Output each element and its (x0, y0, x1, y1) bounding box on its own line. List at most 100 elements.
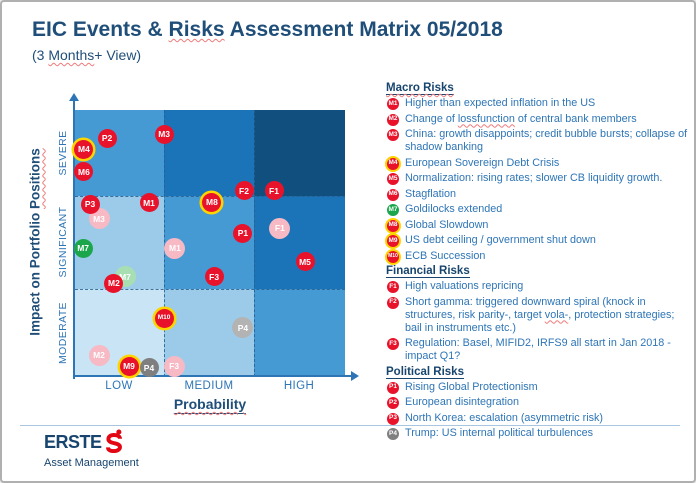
legend-item-m1: M1 Higher than expected inflation in the … (386, 97, 689, 110)
risk-marker-p4-previous: P4 (232, 317, 254, 339)
legend-item-p3: P3 North Korea: escalation (asymmetric ri… (386, 412, 689, 425)
risk-badge-icon: F2 (387, 296, 399, 309)
subtitle-text: (3 (32, 47, 49, 63)
legend-item-m10: M10 ECB Succession (386, 250, 689, 263)
y-tick-significant: SIGNIFICANT (57, 206, 69, 278)
legend-section-title: Political Risks (386, 365, 464, 379)
risk-marker-m6: M6 (74, 162, 94, 182)
y-tick-moderate: MODERATE (57, 302, 69, 364)
risk-badge-icon: P1 (387, 381, 399, 394)
erste-s-icon (105, 429, 123, 458)
legend-item-m4: M4 European Sovereign Debt Crisis (386, 157, 689, 170)
title-text: Assessment Matrix 05/2018 (224, 18, 503, 41)
legend-item-m7: M7 Goldilocks extended (386, 203, 689, 216)
legend-section-title: Macro Risks (386, 82, 454, 95)
risk-marker-p1: P1 (233, 223, 253, 243)
grid-line-vertical (163, 110, 165, 377)
risk-marker-f3-previous: F3 (163, 355, 185, 377)
x-tick-medium: MEDIUM (184, 380, 234, 392)
brand-subtitle: Asset Management (44, 457, 139, 469)
risk-badge-icon: M8 (387, 219, 399, 232)
legend-item-text: Change of lossfunction of central bank m… (405, 112, 637, 125)
risk-marker-m1-previous: M1 (164, 237, 186, 259)
legend-item-m6: M6 Stagflation (386, 188, 689, 201)
legend-item-text: US debt ceiling / government shut down (405, 234, 596, 246)
legend-item-text: Higher than expected inflation in the US (405, 97, 596, 109)
risk-badge-icon: M9 (387, 235, 399, 247)
x-tick-high: HIGH (283, 380, 315, 392)
grid-line-vertical (253, 110, 255, 377)
risk-marker-m9: M9 (119, 356, 139, 376)
legend-item-text: Short gamma: triggered downward spiral (… (405, 295, 675, 334)
x-tick-low: LOW (105, 380, 133, 392)
brand-name: ERSTE (44, 432, 102, 452)
legend-item-p4: P4 Trump: US internal political turbulenc… (386, 427, 689, 440)
x-axis-title-text: Probability (173, 396, 247, 414)
risk-marker-f1: F1 (264, 181, 284, 201)
title-text: EIC Events & (32, 18, 169, 41)
legend-item-text: North Korea: escalation (asymmetric risk… (405, 411, 603, 424)
risk-badge-icon: F1 (387, 281, 399, 293)
y-axis-title: Impact on Portfolio Positions (28, 148, 43, 336)
subtitle-text: + View) (94, 47, 142, 63)
risk-badge-icon: M3 (387, 129, 399, 141)
risk-marker-f3: F3 (204, 267, 224, 287)
risk-legend: Macro Risks M1 Higher than expected inflat… (386, 81, 689, 443)
legend-item-p1: P1 Rising Global Protectionism (386, 381, 689, 394)
legend-item-f3: F3 Regulation: Basel, MIFID2, IRFS9 all s… (386, 337, 689, 363)
page-title: EIC Events & Risks Assessment Matrix 05/… (32, 18, 503, 42)
risk-marker-p3: P3 (80, 194, 100, 214)
risk-badge-icon: M4 (387, 157, 399, 170)
legend-item-text: China: growth disappoints; credit bubble… (405, 128, 688, 153)
grid-line-horizontal (75, 288, 345, 290)
risk-marker-m10: M10 (154, 308, 174, 328)
risk-marker-f2: F2 (234, 181, 254, 201)
risk-badge-icon: P3 (387, 412, 399, 425)
legend-item-text: Rising Global Protectionism (405, 380, 538, 393)
erste-logo: ERSTE Asset Management (44, 429, 139, 469)
title-text-squiggled: Risks (168, 18, 225, 41)
y-axis-arrow-icon (69, 93, 79, 101)
legend-item-text: ECB Succession (405, 249, 486, 262)
subtitle-text-squiggled: Months (48, 47, 95, 63)
matrix-cell (254, 289, 345, 377)
legend-item-text: Regulation: Basel, MIFID2, IRFS9 all sta… (405, 337, 671, 362)
risk-marker-m2: M2 (104, 273, 124, 293)
risk-marker-p2: P2 (97, 128, 117, 148)
legend-item-f1: F1 High valuations repricing (386, 280, 689, 293)
legend-item-m3: M3 China: growth disappoints; credit bubb… (386, 128, 689, 154)
risk-marker-m2-previous: M2 (88, 344, 110, 366)
y-axis-line (73, 101, 75, 379)
page-subtitle: (3 Months+ View) (32, 47, 141, 63)
risk-badge-icon: P2 (387, 397, 399, 409)
legend-item-text: Goldilocks extended (405, 203, 503, 215)
x-axis-title: Probability (173, 396, 247, 414)
legend-item-m8: M8 Global Slowdown (386, 219, 689, 232)
x-axis-arrow-icon (351, 371, 359, 381)
risk-badge-icon: M5 (387, 173, 399, 185)
legend-item-text: European disintegration (405, 396, 520, 408)
legend-section-title: Financial Risks (386, 265, 470, 278)
risk-badge-icon: F3 (387, 338, 399, 350)
risk-marker-m5: M5 (295, 252, 315, 272)
risk-badge-icon: M1 (387, 98, 399, 110)
legend-item-f2: F2 Short gamma: triggered downward spiral… (386, 296, 689, 335)
risk-marker-m4: M4 (74, 139, 94, 159)
legend-section-header: Macro Risks (386, 82, 689, 95)
risk-badge-icon: M10 (387, 250, 399, 263)
risk-badge-icon: P4 (387, 428, 399, 440)
risk-marker-m1: M1 (139, 193, 159, 213)
y-tick-severe: SEVERE (57, 130, 69, 176)
risk-marker-f1-previous: F1 (269, 217, 291, 239)
y-axis-title-text-squiggled: Positions (27, 148, 43, 210)
y-axis-title-text: Impact on Portfolio (27, 209, 43, 336)
legend-item-text: High valuations repricing (405, 280, 524, 292)
legend-item-text: Global Slowdown (405, 218, 489, 231)
matrix-cell (254, 196, 345, 289)
legend-item-text: Normalization: rising rates; slower CB l… (405, 172, 663, 184)
legend-section-header: Financial Risks (386, 265, 689, 278)
risk-badge-icon: M6 (387, 188, 399, 201)
legend-item-m5: M5 Normalization: rising rates; slower CB… (386, 172, 689, 185)
risk-marker-m3-previous: M3 (88, 208, 110, 230)
